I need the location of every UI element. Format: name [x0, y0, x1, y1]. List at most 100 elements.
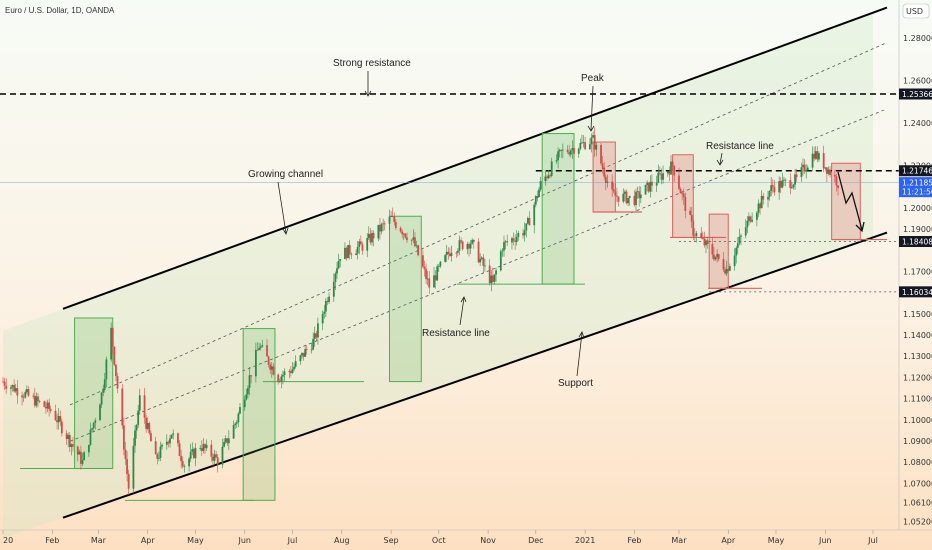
candle-body-362: [806, 167, 809, 171]
candle-body-80: [180, 455, 183, 462]
candle-body-129: [289, 371, 292, 373]
candle-body-371: [827, 169, 830, 174]
candle-body-211: [471, 239, 474, 244]
candle-body-258: [577, 148, 580, 154]
candle-body-131: [293, 366, 295, 370]
price-tick-label: 1.10000: [903, 416, 932, 425]
candle-body-195: [436, 266, 439, 281]
candle-body-87: [194, 448, 197, 459]
time-tick-label: Aug: [334, 536, 350, 545]
candle-body-248: [555, 160, 558, 162]
candle-body-183: [410, 239, 413, 241]
time-tick-label: Jul: [867, 536, 878, 545]
candle-body-337: [751, 219, 754, 222]
candle-body-132: [294, 361, 297, 367]
candle-body-175: [391, 215, 394, 217]
price-label-box-4: [899, 286, 932, 298]
candle-body-277: [617, 196, 620, 202]
candle-body-156: [348, 245, 351, 255]
candle-body-278: [622, 193, 625, 202]
candle-body-92: [205, 444, 208, 449]
candle-body-208: [466, 244, 469, 250]
currency-badge[interactable]: USD: [902, 3, 930, 19]
time-tick-label: May: [187, 536, 204, 545]
candle-body-259: [579, 143, 582, 149]
candle-body-151: [337, 261, 340, 269]
arrowhead-peak: [587, 125, 595, 132]
time-tick-label: Dec: [528, 536, 543, 545]
candle-body-39: [89, 429, 92, 445]
candle-body-83: [188, 458, 190, 467]
candle-body-232: [517, 233, 520, 237]
candle-body-31: [70, 444, 73, 448]
candle-body-53: [121, 388, 124, 426]
price-tick-label: 1.20000: [903, 204, 932, 213]
candle-body-141: [315, 333, 318, 338]
candle-body-2: [5, 385, 8, 389]
candle-body-305: [681, 193, 684, 195]
candle-body-210: [469, 243, 472, 249]
candle-body-61: [137, 410, 140, 425]
candle-body-344: [768, 190, 771, 197]
candle-body-254: [568, 152, 571, 155]
candle-body-363: [811, 153, 814, 168]
candle-body-79: [178, 443, 181, 456]
candle-body-350: [781, 180, 784, 188]
candle-body-349: [779, 181, 782, 188]
candle-body-279: [623, 191, 626, 194]
candle-body-368: [822, 153, 825, 169]
candle-body-170: [380, 224, 383, 232]
candle-body-311: [693, 235, 696, 237]
time-tick-label: Feb: [45, 536, 59, 545]
candle-body-134: [301, 352, 303, 356]
candle-body-84: [189, 451, 192, 459]
candle-body-338: [755, 212, 758, 220]
candle-body-297: [662, 173, 664, 180]
candle-body-133: [299, 355, 302, 362]
candle-body-124: [278, 381, 281, 383]
time-tick-label: Sep: [384, 536, 399, 545]
time-tick-label: Apr: [141, 536, 156, 545]
candle-body-181: [404, 233, 407, 238]
candle-body-12: [27, 389, 30, 396]
candle-body-128: [288, 371, 291, 373]
candle-body-176: [393, 216, 396, 223]
candle-body-299: [668, 171, 671, 175]
candle-body-81: [181, 461, 184, 467]
candle-body-186: [415, 245, 418, 247]
candle-body-150: [336, 268, 338, 274]
candle-body-21: [48, 402, 51, 410]
candle-body-162: [361, 244, 364, 251]
price-tick-label: 1.19000: [903, 225, 932, 234]
candle-body-242: [539, 181, 542, 190]
time-tick-label: Jul: [287, 536, 298, 545]
candle-body-191: [426, 278, 429, 280]
candle-body-47: [105, 359, 108, 380]
price-tick-label: 1.24000: [903, 119, 932, 128]
candle-body-22: [49, 409, 52, 411]
candle-body-107: [239, 407, 241, 414]
price-label-text-2: 1.21185: [902, 179, 932, 188]
candle-body-282: [628, 195, 631, 198]
time-axis[interactable]: 20 Feb Mar Apr May Jun Jul Aug Sep Oct Nov Dec 2021 F…: [0, 529, 932, 545]
candle-body-106: [237, 413, 240, 423]
time-tick-label: Nov: [480, 536, 496, 545]
candle-body-30: [68, 435, 71, 448]
candle-body-163: [366, 238, 369, 251]
candle-body-1: [3, 381, 6, 386]
candle-body-345: [770, 185, 773, 191]
arrow-support: [576, 332, 583, 377]
candle-body-184: [412, 237, 415, 240]
candle-body-27: [60, 421, 63, 434]
candle-body-119: [267, 356, 270, 365]
channel-inner-dashed-line-1: [69, 43, 886, 406]
channel-lower-line: [62, 231, 888, 519]
candle-body-243: [544, 176, 547, 182]
candle-body-318: [711, 244, 714, 255]
candle-body-209: [468, 244, 470, 249]
candle-body-122: [272, 366, 275, 375]
candle-body-332: [740, 235, 742, 237]
candle-body-225: [503, 242, 505, 251]
candle-body-115: [258, 347, 260, 350]
time-tick-label: 2021: [575, 536, 595, 545]
